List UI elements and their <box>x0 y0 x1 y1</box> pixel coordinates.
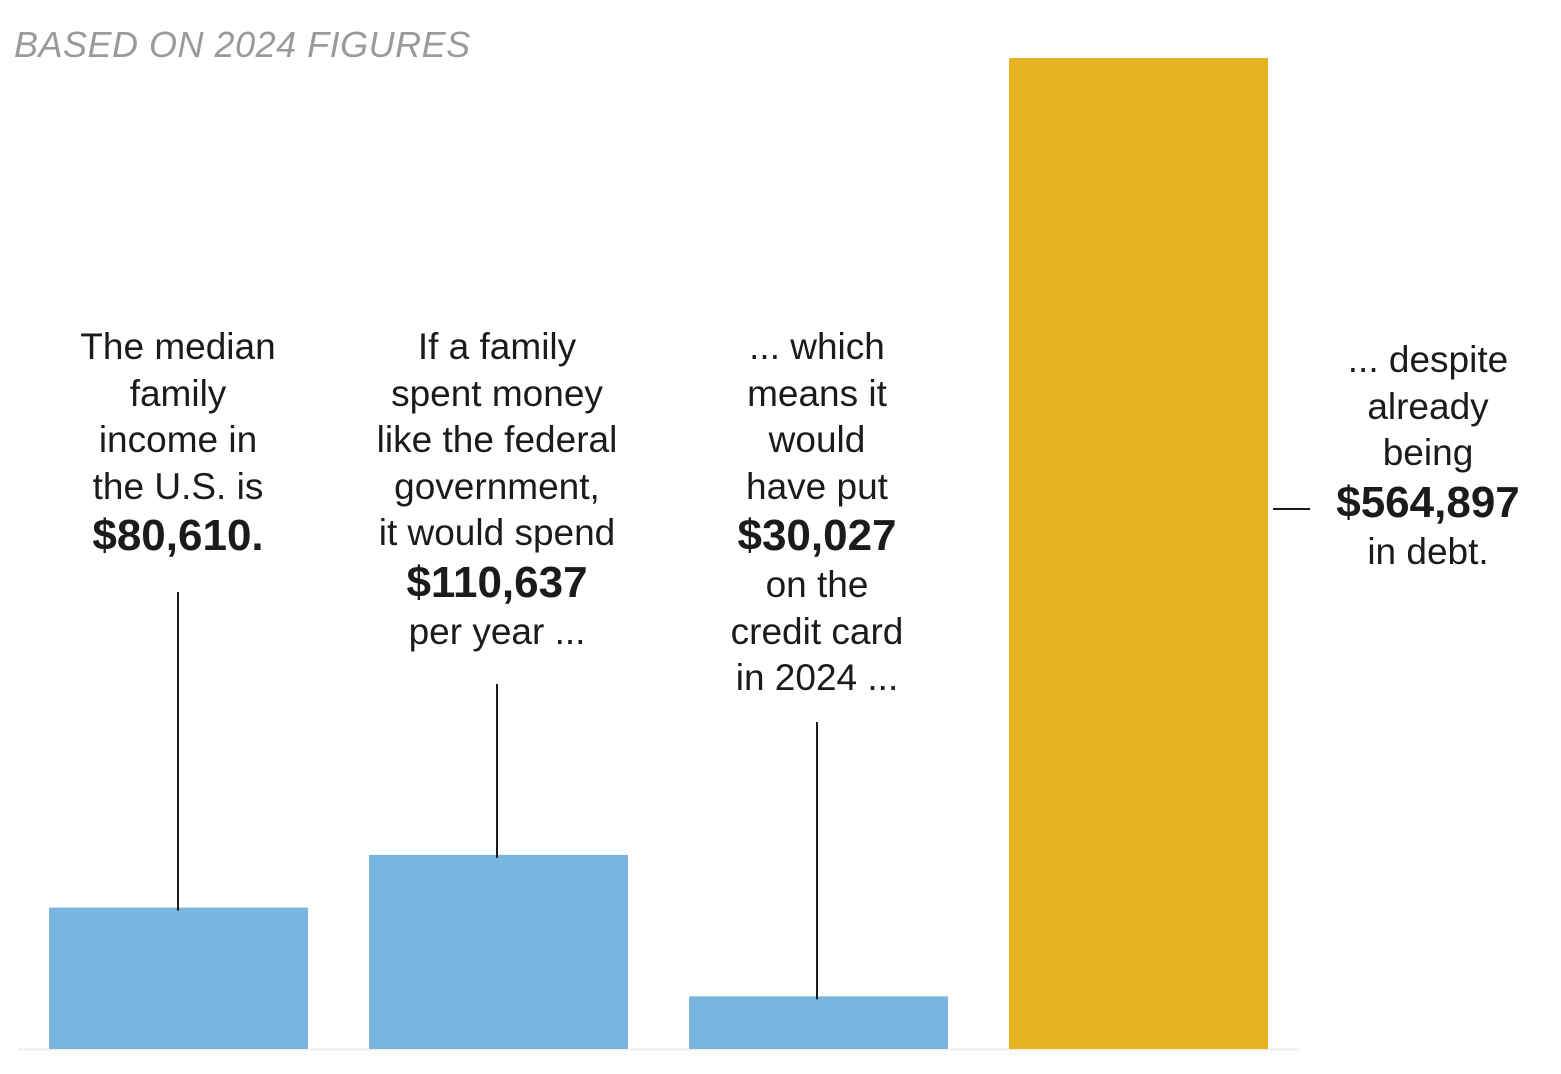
bar-2 <box>369 854 628 1049</box>
annotation-4-value: $564,897 <box>1336 477 1520 527</box>
chart-subtitle: BASED ON 2024 FIGURES <box>14 24 471 65</box>
bar-3 <box>689 996 948 1049</box>
annotation-1-line: the U.S. is <box>92 465 264 507</box>
annotation-4-line: being <box>1382 432 1474 473</box>
annotation-3-line: in 2024 ... <box>735 657 899 698</box>
annotation-2: If a family spent money like the federal go… <box>327 324 667 655</box>
annotation-3: ... which means it would have put $30,027 on … <box>647 324 987 702</box>
annotation-4-line: in debt. <box>1367 530 1489 572</box>
annotation-3-line: means it <box>747 372 887 414</box>
annotation-3-line: ... which <box>749 326 885 367</box>
annotation-3-line: would <box>768 419 866 460</box>
annotation-2-line: spent money <box>391 372 603 414</box>
annotation-2-value: $110,637 <box>406 557 588 607</box>
annotation-4: ... despite already being $564,897 in debt. <box>1258 337 1561 575</box>
annotation-2-line: it would spend <box>378 512 616 553</box>
annotation-3-line: on the <box>765 564 869 605</box>
bar-1 <box>49 907 308 1049</box>
annotation-2-line: like the federal <box>376 419 618 460</box>
annotation-1-line: income in <box>98 419 258 460</box>
bar-4 <box>1009 58 1268 1049</box>
annotation-1-value: $80,610. <box>92 511 264 560</box>
annotation-2-line: per year ... <box>408 610 586 652</box>
annotation-3-line: credit card <box>730 610 904 652</box>
annotation-4-line: already <box>1367 385 1489 427</box>
annotation-2-line: government, <box>394 465 600 507</box>
annotation-1-line: The median <box>80 326 276 367</box>
annotation-3-value: $30,027 <box>737 511 897 560</box>
annotation-3-line: have put <box>746 465 888 507</box>
annotation-1: The median family income in the U.S. is $80,… <box>8 324 348 562</box>
annotation-4-line: ... despite <box>1347 339 1509 380</box>
annotation-2-line: If a family <box>417 326 577 367</box>
annotation-1-line: family <box>129 372 227 414</box>
